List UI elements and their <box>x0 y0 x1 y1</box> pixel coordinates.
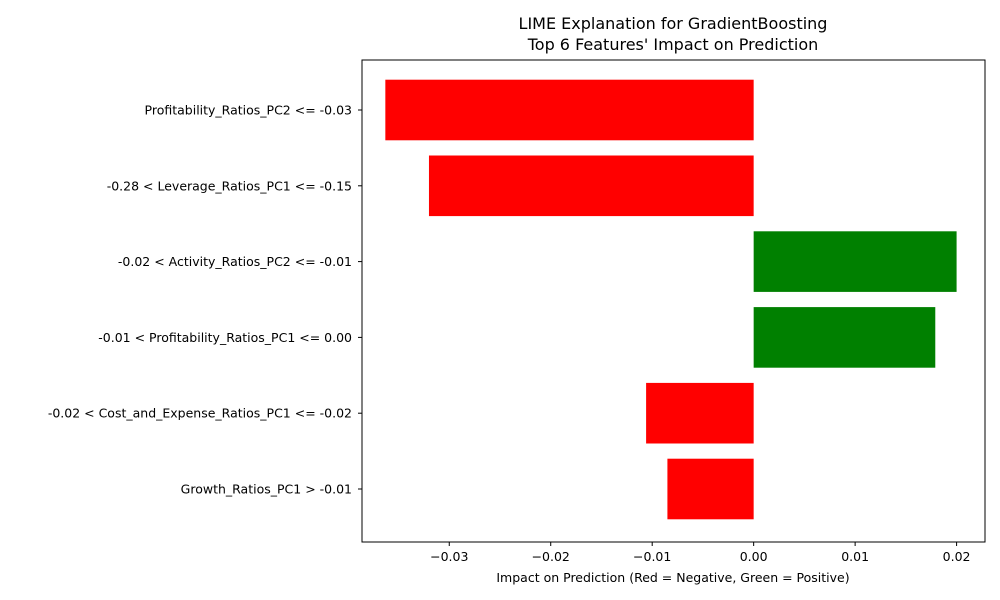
y-tick-label: Growth_Ratios_PC1 > -0.01 <box>181 482 352 497</box>
y-tick-label: -0.01 < Profitability_Ratios_PC1 <= 0.00 <box>98 330 352 345</box>
x-tick-label: −0.02 <box>532 549 570 564</box>
x-tick-group: −0.03 −0.02 −0.01 0.00 0.01 0.02 <box>430 542 971 564</box>
bar-4 <box>753 307 936 368</box>
x-tick-label: −0.03 <box>430 549 468 564</box>
x-axis-label: Impact on Prediction (Red = Negative, Gr… <box>496 570 849 585</box>
x-tick-label: 0.01 <box>841 549 869 564</box>
plot-area-frame <box>361 59 986 543</box>
chart-title-line-1: LIME Explanation for GradientBoosting <box>519 14 828 33</box>
x-tick-label: 0.02 <box>943 549 971 564</box>
x-tick-label: 0.00 <box>740 549 768 564</box>
y-tick-group: Profitability_Ratios_PC2 <= -0.03 -0.28 <… <box>48 103 362 497</box>
y-tick-label: -0.02 < Cost_and_Expense_Ratios_PC1 <= -… <box>48 406 352 421</box>
bars-group <box>385 79 957 520</box>
y-tick-label: -0.02 < Activity_Ratios_PC2 <= -0.01 <box>118 254 352 269</box>
bar-6 <box>667 458 754 520</box>
y-tick-label: Profitability_Ratios_PC2 <= -0.03 <box>145 103 352 118</box>
bar-2 <box>428 155 754 217</box>
bar-5 <box>646 382 754 444</box>
x-tick-label: −0.01 <box>633 549 671 564</box>
bar-1 <box>385 79 754 141</box>
chart-title-line-2: Top 6 Features' Impact on Prediction <box>527 35 819 54</box>
bar-3 <box>753 231 957 292</box>
y-tick-label: -0.28 < Leverage_Ratios_PC1 <= -0.15 <box>107 178 352 193</box>
